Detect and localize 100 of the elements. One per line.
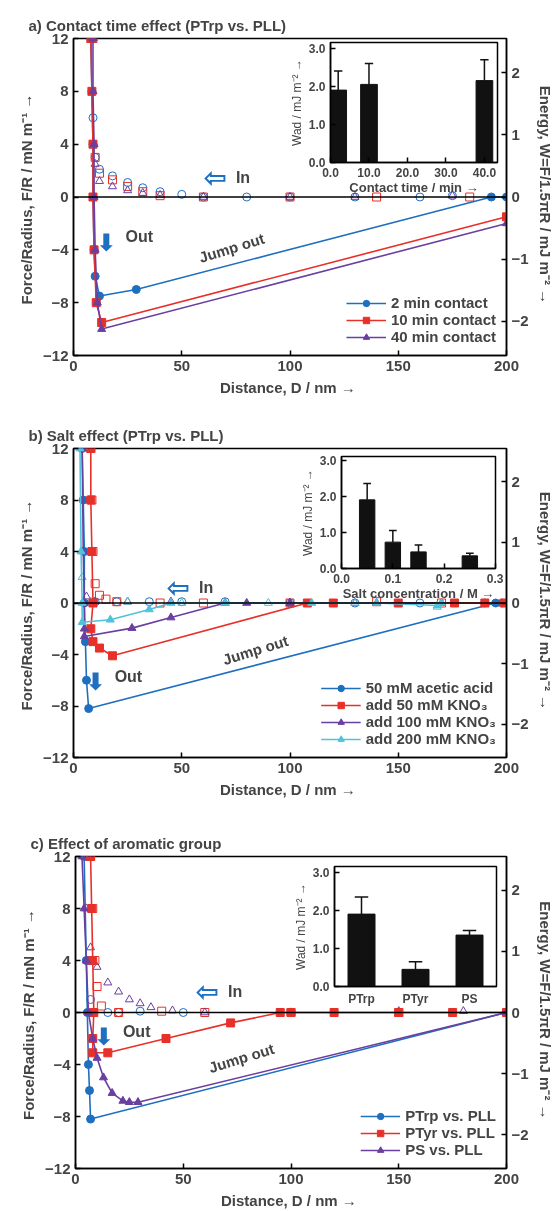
x-tick-label: 200 [493, 356, 520, 374]
annotation: ⇦ In [203, 160, 251, 194]
legend-label: add 200 mM KNO₃ [365, 730, 496, 747]
y-tick-label: 2.0 [312, 903, 330, 918]
y2-tick-label: −2 [511, 715, 529, 733]
y2-axis-title: Energy, W=F/1.5πR / mJ m⁻² → [536, 901, 554, 1120]
x-tick-label: 0.3 [486, 571, 504, 586]
y2-tick-label: 0 [511, 188, 520, 205]
y-tick-label: 0 [60, 188, 69, 205]
x-tick-label: 40.0 [472, 165, 497, 180]
y-axis-title: Wad / mJ m⁻² → [300, 469, 315, 556]
y-tick-label: 0.0 [312, 980, 330, 994]
annotation: Jump out [220, 631, 291, 669]
x-tick-label: 50 [174, 1169, 192, 1187]
annotation: ⬇ Out [93, 1022, 152, 1052]
y-tick-label: 1.0 [319, 525, 337, 540]
y-tick-label: 0.0 [308, 156, 326, 170]
y-tick-label: 3.0 [312, 865, 330, 880]
y-tick-label: 8 [62, 899, 71, 917]
x-tick-label: 50 [173, 356, 191, 374]
legend-label: PS vs. PLL [405, 1141, 483, 1158]
x-tick-label: 100 [278, 1169, 304, 1187]
x-tick-label: PTrp [348, 991, 375, 1006]
x-tick-label: 100 [277, 758, 303, 776]
y-tick-label: 0 [60, 594, 69, 611]
x-tick-label: PS [461, 991, 478, 1006]
x-tick-label: 100 [277, 356, 303, 374]
x-tick-label: 200 [493, 758, 520, 776]
y-tick-label: 2.0 [308, 79, 326, 94]
y-axis-title: Wad / mJ m⁻² → [293, 883, 308, 970]
y-tick-label: 1.0 [308, 117, 326, 132]
y2-tick-label: −2 [511, 312, 529, 330]
chart-title: a) Contact time effect (PTrp vs. PLL) [28, 16, 287, 34]
y-tick-label: 8 [60, 491, 69, 508]
y-tick-label: 3.0 [319, 453, 337, 468]
legend-label: 40 min contact [390, 328, 496, 345]
y-tick-label: −8 [53, 1107, 71, 1125]
y2-tick-label: 2 [511, 472, 520, 490]
annotation: Jump out [206, 1039, 277, 1077]
y2-tick-label: 2 [511, 881, 520, 899]
chart-title: b) Salt effect (PTrp vs. PLL) [28, 426, 224, 444]
y-tick-label: −8 [51, 293, 69, 311]
y-tick-label: −4 [51, 240, 70, 258]
y2-tick-label: −1 [511, 250, 529, 268]
y-tick-label: 3.0 [308, 41, 326, 56]
x-tick-label: 150 [385, 356, 411, 374]
annotation: Jump out [196, 229, 267, 266]
y2-tick-label: 0 [511, 1003, 520, 1021]
annotation: ⬇ Out [85, 667, 143, 697]
x-tick-label: 30.0 [434, 165, 458, 180]
x-axis-title: Salt concentration / M → [342, 585, 495, 601]
annotation: ⇦ In [195, 975, 243, 1009]
x-tick-label: 150 [386, 1169, 412, 1187]
x-tick-label: 150 [385, 758, 411, 776]
x-tick-label: 0.1 [384, 571, 402, 586]
y2-axis-title: Energy, W=F/1.5πR / mJ m⁻² → [536, 491, 554, 711]
x-axis-title: Contact time / min → [349, 179, 479, 195]
x-axis-title: Distance, D / nm → [219, 780, 356, 798]
y-tick-label: −12 [43, 346, 69, 364]
y2-tick-label: 1 [511, 533, 520, 551]
y-tick-label: −4 [51, 645, 70, 663]
y2-tick-label: −1 [511, 1064, 529, 1082]
y-tick-label: 4 [62, 951, 72, 969]
y-axis-title: Force/Radius, F/R / mN m⁻¹ → [18, 93, 36, 305]
x-tick-label: 20.0 [395, 165, 420, 180]
x-tick-label: 50 [173, 758, 191, 776]
x-axis-title: Distance, D / nm → [220, 1191, 357, 1209]
legend-label: add 50 mM KNO₃ [365, 696, 488, 713]
chart-title: c) Effect of aromatic group [30, 834, 222, 852]
y-axis-title: Wad / mJ m⁻² → [289, 59, 304, 146]
y2-tick-label: 2 [511, 63, 520, 81]
y-tick-label: 2.0 [319, 489, 337, 504]
y-tick-label: 0 [62, 1003, 71, 1021]
y-tick-label: 8 [60, 82, 69, 100]
legend-label: 2 min contact [390, 294, 488, 311]
y-tick-label: 4 [60, 542, 70, 560]
legend-label: 50 mM acetic acid [365, 679, 494, 696]
legend-label: PTrp vs. PLL [405, 1107, 496, 1124]
y-axis-title: Force/Radius, F/R / mN m⁻¹ → [18, 499, 36, 711]
y-tick-label: 0.0 [319, 562, 337, 576]
x-axis-title: Distance, D / nm → [219, 378, 356, 396]
y-tick-label: −8 [51, 697, 69, 714]
y2-axis-title: Energy, W=F/1.5πR / mJ m⁻² → [536, 85, 554, 305]
legend-label: 10 min contact [390, 311, 496, 328]
annotation: ⬇ Out [96, 228, 154, 257]
y-tick-label: −4 [53, 1055, 72, 1073]
annotation: ⇦ In [166, 571, 214, 605]
y2-tick-label: −1 [511, 654, 529, 672]
y2-tick-label: 1 [511, 942, 520, 960]
y-tick-label: 4 [60, 135, 70, 153]
y-tick-label: −12 [43, 748, 69, 766]
y2-tick-label: 1 [511, 125, 520, 143]
y2-tick-label: −2 [511, 1125, 529, 1143]
legend-label: PTyr vs. PLL [405, 1124, 495, 1141]
x-tick-label: PTyr [402, 991, 429, 1006]
x-tick-label: 200 [493, 1169, 520, 1187]
y-axis-title: Force/Radius, F/R / mN m⁻¹ → [20, 909, 38, 1121]
x-tick-label: 10.0 [357, 165, 381, 180]
x-tick-label: 0.2 [435, 571, 453, 586]
y-tick-label: 1.0 [312, 941, 330, 956]
